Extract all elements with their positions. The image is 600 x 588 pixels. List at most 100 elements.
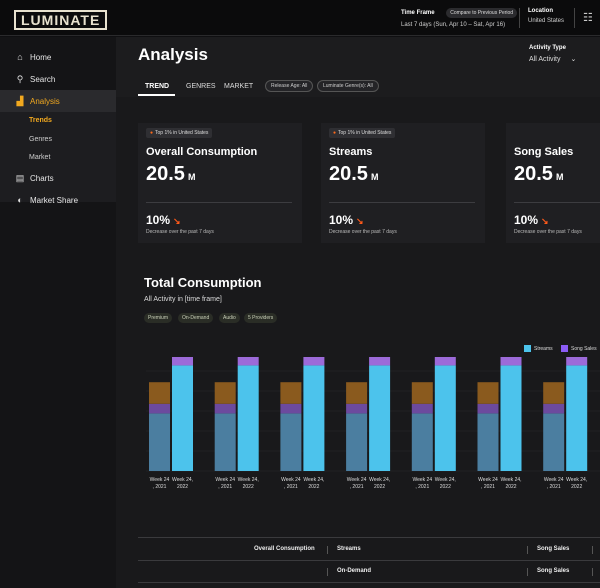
sidebar-item-label: Charts xyxy=(30,173,54,183)
sidebar-item-home[interactable]: ⌂ Home xyxy=(0,46,116,68)
card-note: Decrease over the past 7 days xyxy=(514,229,582,235)
activity-type-dropdown[interactable]: All Activity ⌄ xyxy=(529,55,576,63)
card-note: Decrease over the past 7 days xyxy=(146,229,214,235)
x-tick-label: Week 24, xyxy=(500,477,521,483)
legend-swatch xyxy=(561,345,568,352)
sidebar-item-charts[interactable]: ▤ Charts xyxy=(0,167,116,189)
tab-trend[interactable]: TREND xyxy=(145,83,170,90)
card-title: Overall Consumption xyxy=(146,146,258,158)
card-value: 20.5 M xyxy=(514,163,564,185)
fire-icon: ● xyxy=(333,130,337,136)
main-content: Analysis Activity Type All Activity ⌄ TR… xyxy=(116,37,600,588)
x-tick-label: , 2021 xyxy=(481,484,495,490)
active-tab-indicator xyxy=(138,94,175,96)
table-divider xyxy=(527,568,528,576)
pill-premium[interactable]: Premium xyxy=(144,313,173,323)
bar-2021-brown xyxy=(411,382,433,404)
bar-2021-teal xyxy=(214,413,236,471)
pill-audio[interactable]: Audio xyxy=(219,313,240,323)
sidebar-item-analysis[interactable]: ▟ Analysis xyxy=(0,90,116,112)
tab-genres[interactable]: GENRES xyxy=(186,83,216,90)
table-divider xyxy=(592,568,593,576)
table-header-streams: Streams xyxy=(337,546,361,552)
release-age-filter[interactable]: Release Age: All xyxy=(265,80,314,92)
compare-chip[interactable]: Compare to Previous Period xyxy=(446,8,518,18)
metric-card-song-sales[interactable]: Song Sales 20.5 M 10% ↘ Decrease over the … xyxy=(506,123,600,243)
bar-2022-cyan xyxy=(237,365,259,471)
table-border xyxy=(138,582,600,583)
bar-2022-violet xyxy=(172,357,193,366)
bar-2021-brown xyxy=(477,382,499,404)
x-tick-label: 2022 xyxy=(374,484,385,490)
card-title: Streams xyxy=(329,146,373,158)
x-tick-label: , 2021 xyxy=(415,484,429,490)
card-value: 20.5 M xyxy=(329,163,379,185)
sidebar-item-search[interactable]: ⚲ Search xyxy=(0,68,116,90)
legend-item-streams[interactable]: Streams xyxy=(524,345,553,352)
x-tick-label: 2022 xyxy=(243,484,254,490)
luminate-logo[interactable]: LUMINATE xyxy=(14,10,108,30)
table-cell-on-demand: On-Demand xyxy=(337,568,372,574)
legend-swatch xyxy=(524,345,531,352)
x-tick-label: 2022 xyxy=(571,484,582,490)
tab-market[interactable]: MARKET xyxy=(224,83,254,90)
pill-on-demand[interactable]: On-Demand xyxy=(178,313,214,323)
bar-2021-brown xyxy=(214,382,236,404)
time-frame-value: Last 7 days (Sun, Apr 10 – Sat, Apr 16) xyxy=(401,22,506,28)
bar-2021-purple xyxy=(477,403,499,414)
x-tick-label: Week 24 xyxy=(150,477,170,483)
card-percent: 10% ↘ xyxy=(514,213,549,227)
bar-2021-teal xyxy=(477,413,499,471)
bar-2021-purple xyxy=(543,403,565,414)
sidebar-subitem-market[interactable]: Market xyxy=(29,154,51,161)
section-title: Total Consumption xyxy=(144,275,262,290)
pill-providers[interactable]: 5 Providers xyxy=(244,313,278,323)
bar-2021-purple xyxy=(280,403,302,414)
bar-2022-violet xyxy=(369,357,391,366)
table-header-song-sales: Song Sales xyxy=(537,546,570,552)
x-tick-label: Week 24 xyxy=(281,477,301,483)
bar-2021-brown xyxy=(149,382,170,404)
bar-2022-violet xyxy=(434,357,456,366)
table-divider xyxy=(327,568,328,576)
table-divider xyxy=(327,546,328,554)
genre-filter[interactable]: Luminate Genre(s): All xyxy=(317,80,379,92)
bar-2022-cyan xyxy=(369,365,391,471)
bar-2021-purple xyxy=(149,403,170,414)
bar-2021-teal xyxy=(149,413,170,471)
trend-down-icon: ↘ xyxy=(541,216,549,226)
sliders-icon[interactable]: ☷ xyxy=(583,12,593,24)
time-frame-selector[interactable]: Time Frame Compare to Previous Period La… xyxy=(401,8,518,28)
bar-chart-icon: ▟ xyxy=(16,95,24,106)
pie-chart-icon: ◐ xyxy=(17,195,23,205)
bar-2021-purple xyxy=(411,403,433,414)
legend-item-song-sales[interactable]: Song Sales xyxy=(561,345,597,352)
x-tick-label: Week 24, xyxy=(172,477,193,483)
bar-2022-violet xyxy=(566,357,588,366)
bar-2021-brown xyxy=(346,382,368,404)
metric-card-overall[interactable]: ● Top 1% in United States Overall Consump… xyxy=(138,123,302,243)
sidebar-subitem-trends[interactable]: Trends xyxy=(29,117,52,124)
sidebar-item-market-share[interactable]: ◐ Market Share xyxy=(0,189,116,211)
bar-2022-cyan xyxy=(500,365,522,471)
activity-type-label: Activity Type xyxy=(529,45,566,51)
bar-2021-purple xyxy=(346,403,368,414)
x-tick-label: Week 24 xyxy=(347,477,367,483)
location-value: United States xyxy=(528,18,565,24)
x-tick-label: Week 24 xyxy=(412,477,432,483)
x-tick-label: Week 24, xyxy=(369,477,390,483)
table-divider xyxy=(527,546,528,554)
bar-2021-teal xyxy=(346,413,368,471)
bar-2022-cyan xyxy=(303,365,325,471)
card-percent: 10% ↘ xyxy=(329,213,364,227)
x-tick-label: 2022 xyxy=(505,484,516,490)
top-badge: ● Top 1% in United States xyxy=(146,128,213,138)
bar-2022-cyan xyxy=(434,365,456,471)
metric-card-streams[interactable]: ● Top 1% in United States Streams 20.5 M 1… xyxy=(321,123,485,243)
location-selector[interactable]: Location United States xyxy=(528,8,564,24)
x-tick-label: 2022 xyxy=(440,484,451,490)
sidebar-subitem-genres[interactable]: Genres xyxy=(29,136,52,143)
table-cell-song-sales: Song Sales xyxy=(537,568,570,574)
x-tick-label: Week 24 xyxy=(215,477,235,483)
